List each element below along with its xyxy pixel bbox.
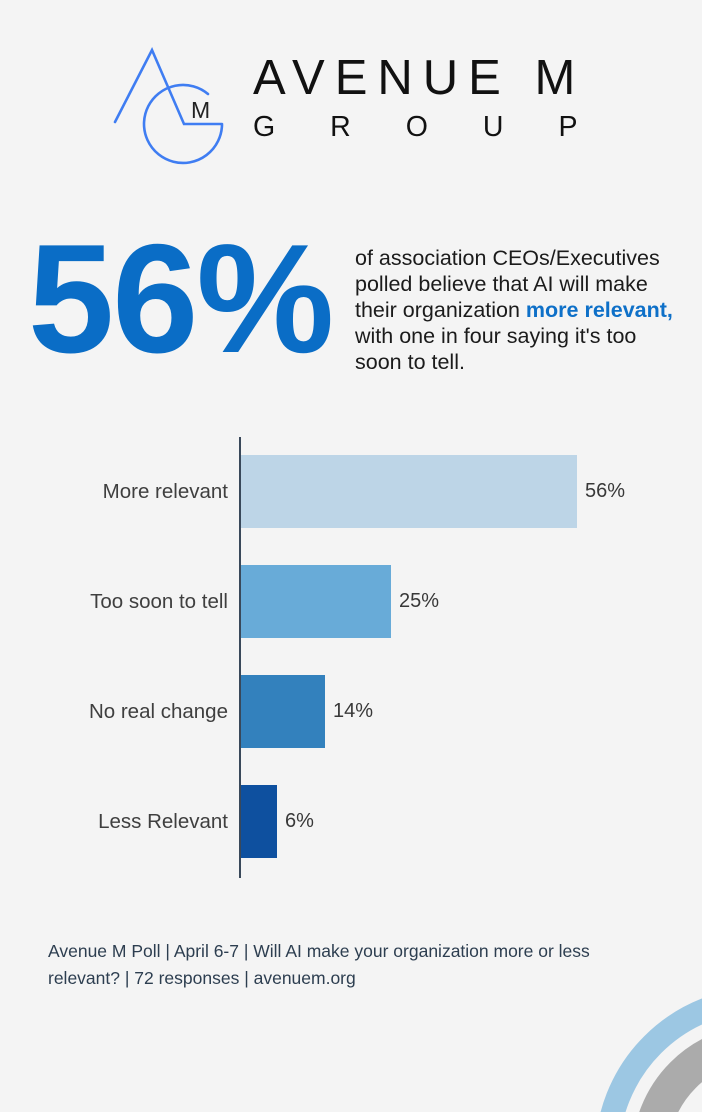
bar <box>241 565 391 638</box>
source-citation: Avenue M Poll | April 6-7 | Will AI make… <box>48 938 658 992</box>
outer-arc <box>600 998 702 1112</box>
bar-chart: More relevant 56% Too soon to tell 25% No re… <box>0 437 702 879</box>
headline-text-before: of association CEOs/Executives polled be… <box>355 246 660 322</box>
value-label: 14% <box>333 700 374 722</box>
bar-row: More relevant 56% <box>0 455 702 528</box>
bar-row: No real change 14% <box>0 675 702 748</box>
headline-highlight: more relevant, <box>525 298 673 322</box>
logo-wordmark: AVENUE M GROUP <box>253 54 633 142</box>
bar-row: Less Relevant 6% <box>0 785 702 858</box>
category-label: Too soon to tell <box>90 590 228 613</box>
value-label: 6% <box>285 810 314 832</box>
inner-arc <box>639 1039 702 1112</box>
logo-g-arc <box>142 83 224 165</box>
logo-monogram: M <box>191 97 210 123</box>
source-line-1: Avenue M Poll | April 6-7 | Will AI make… <box>48 941 590 961</box>
logo-wordmark-line2: GROUP <box>253 111 633 143</box>
category-label: No real change <box>88 700 228 723</box>
source-line-2: relevant? | 72 responses | avenuem.org <box>48 968 356 988</box>
logo-wordmark-line1: AVENUE M <box>253 51 586 105</box>
value-label: 56% <box>585 480 626 502</box>
bar <box>241 455 577 528</box>
bar-row: Too soon to tell 25% <box>0 565 702 638</box>
bar <box>241 675 325 748</box>
bar <box>241 785 277 858</box>
value-label: 25% <box>399 590 440 612</box>
category-label: More relevant <box>102 480 228 503</box>
avenue-m-logo-mark: M <box>113 46 224 165</box>
headline-text-after: with one in four saying it's too soon to… <box>355 324 637 374</box>
headline-stat: 56% <box>28 212 334 385</box>
chart-axis <box>239 437 241 878</box>
category-label: Less Relevant <box>98 810 228 833</box>
headline-paragraph: of association CEOs/Executives polled be… <box>355 245 677 375</box>
